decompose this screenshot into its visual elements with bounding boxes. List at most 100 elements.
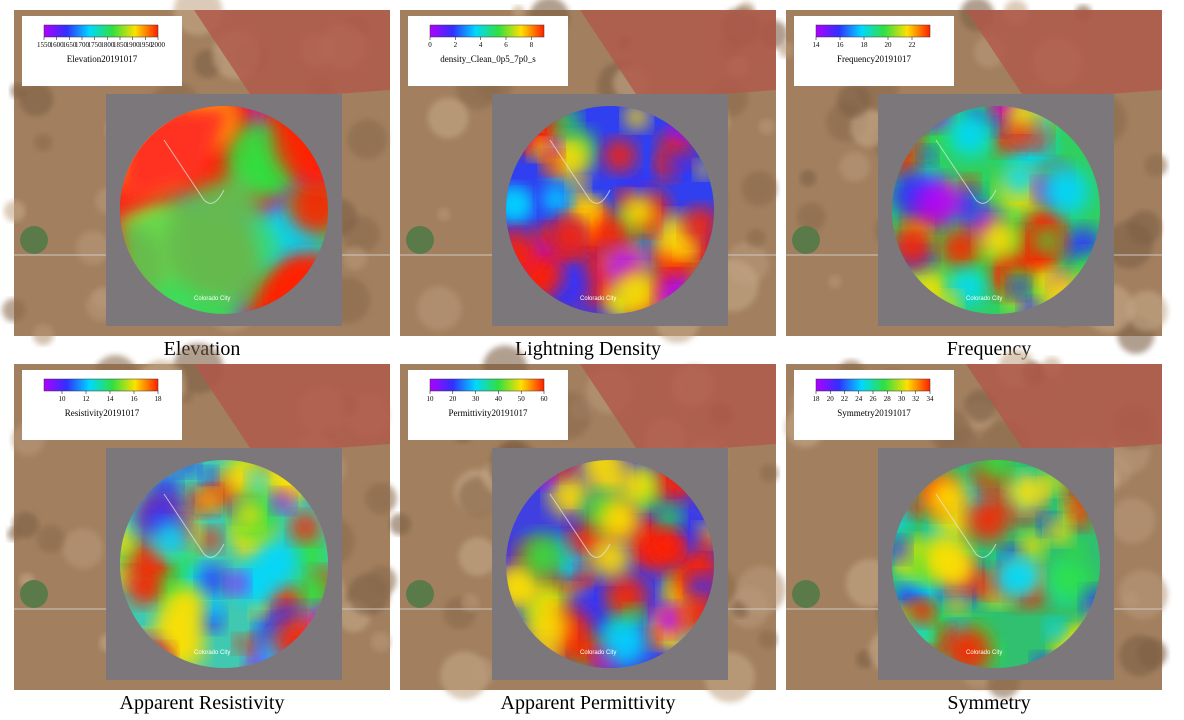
heatmap-blob [290, 512, 320, 543]
map-panel: Colorado City 10 20 30 40 50 60 Permittivity201… [389, 345, 786, 714]
terrain [799, 169, 817, 187]
heatmap-blob [603, 139, 637, 173]
colorbar-tick-label: 22 [841, 395, 849, 403]
river [935, 493, 997, 558]
colorbar-tick-label: 14 [813, 41, 821, 49]
colorbar-tick-label: 1600 [50, 41, 65, 49]
river [935, 139, 997, 204]
panel-caption: Apparent Permittivity [501, 692, 676, 714]
heatmap-blob [1019, 532, 1046, 559]
map-panel: Colorado City 14 16 18 20 22 Frequency20191017… [778, 0, 1168, 360]
colorbar-tick-label: 1950 [138, 41, 153, 49]
heatmap-blob [549, 474, 593, 518]
colorbar-tick-label: 8 [530, 41, 534, 49]
heatmap-blob [590, 537, 631, 579]
heatmap-blob [541, 152, 563, 173]
red-region [194, 10, 390, 100]
colorbar [429, 378, 545, 392]
colorbar-tick-label: 10 [59, 395, 67, 403]
terrain [458, 537, 498, 576]
terrain [759, 463, 779, 483]
colorbar-tick-label: 0 [428, 41, 432, 49]
heatmap-blob [575, 565, 596, 585]
terrain [76, 231, 110, 265]
colorbar-tick-label: 50 [518, 395, 526, 403]
colorbar-tick-label: 26 [870, 395, 878, 403]
colorbar-tick-label: 20 [885, 41, 893, 49]
place-label: Colorado City [580, 650, 616, 656]
colorbar [43, 378, 159, 392]
heatmap-blob [126, 571, 161, 606]
heatmap-blob [1006, 474, 1043, 511]
colorbar-tick-label: 30 [898, 395, 906, 403]
terrain [796, 202, 826, 232]
terrain [364, 482, 397, 515]
place-label: Colorado City [194, 296, 230, 302]
terrain [3, 200, 26, 222]
heatmap-blob [656, 504, 683, 531]
place-label: Colorado City [194, 650, 230, 656]
terrain [741, 170, 777, 207]
heatmap-blob [688, 573, 714, 601]
colorbar-tick-label: 40 [495, 395, 503, 403]
heatmap-blob [250, 602, 267, 619]
red-region [580, 364, 776, 454]
terrain [1127, 210, 1162, 245]
heatmap-blob [918, 146, 937, 165]
heatmap-blob [1045, 556, 1092, 603]
heatmap-blob [667, 150, 694, 176]
terrain [512, 5, 525, 18]
place-label: Colorado City [580, 296, 616, 302]
terrain [1110, 498, 1156, 544]
place-label: Colorado City [966, 296, 1002, 302]
heatmap-blob [652, 528, 682, 558]
heatmap-blob [1042, 167, 1090, 216]
legend-title: Frequency20191017 [837, 54, 911, 64]
legend-title: Elevation20191017 [67, 54, 138, 64]
heatmap-blob [935, 549, 975, 589]
colorbar-tick-label: 1800 [100, 41, 115, 49]
field [792, 226, 820, 254]
colorbar-tick-label: 4 [479, 41, 483, 49]
colorbar-tick-label: 60 [541, 395, 549, 403]
terrain [759, 119, 775, 135]
colorbar [43, 24, 159, 38]
legend-title: Permittivity20191017 [448, 408, 528, 418]
terrain [778, 42, 795, 58]
colorbar-tick-label: 20 [449, 395, 457, 403]
red-region [580, 10, 776, 100]
colorbar-tick-label: 12 [83, 395, 91, 403]
terrain [12, 512, 39, 539]
heatmap-blob [978, 219, 1018, 259]
heatmap-blob [597, 497, 641, 541]
heatmap-blob [200, 595, 225, 619]
heatmap-blob [1008, 277, 1030, 298]
field [792, 580, 820, 608]
colorbar-tick-label: 1700 [75, 41, 90, 49]
field [406, 226, 434, 254]
heatmap-blob [948, 113, 992, 157]
red-region [966, 10, 1162, 100]
terrain [389, 513, 412, 536]
heatmap-blob [580, 460, 625, 485]
heatmap-blob [289, 534, 328, 574]
legend-title: Resistivity20191017 [65, 408, 140, 418]
terrain [34, 133, 53, 152]
river [549, 493, 611, 558]
terrain [1126, 290, 1168, 332]
heatmap-blob [529, 139, 550, 160]
map-panel: Colorado City 10 12 14 16 18 Resistivity201910… [7, 343, 397, 714]
colorbar [429, 24, 545, 38]
colorbar-tick-label: 18 [155, 395, 163, 403]
heatmap-blob [612, 269, 659, 314]
panel-caption: Lightning Density [515, 338, 661, 360]
colorbar-tick-label: 1750 [88, 41, 103, 49]
place-label: Colorado City [966, 650, 1002, 656]
colorbar-tick-label: 1900 [126, 41, 141, 49]
heatmap-blob [198, 565, 228, 595]
colorbar-tick-label: 10 [427, 395, 435, 403]
river [163, 139, 225, 204]
heatmap-blob [1047, 518, 1073, 544]
terrain [437, 207, 451, 221]
map-panel: Colorado City 0 2 4 6 8 density_Clean_0p5_7p0_… [400, 0, 788, 360]
